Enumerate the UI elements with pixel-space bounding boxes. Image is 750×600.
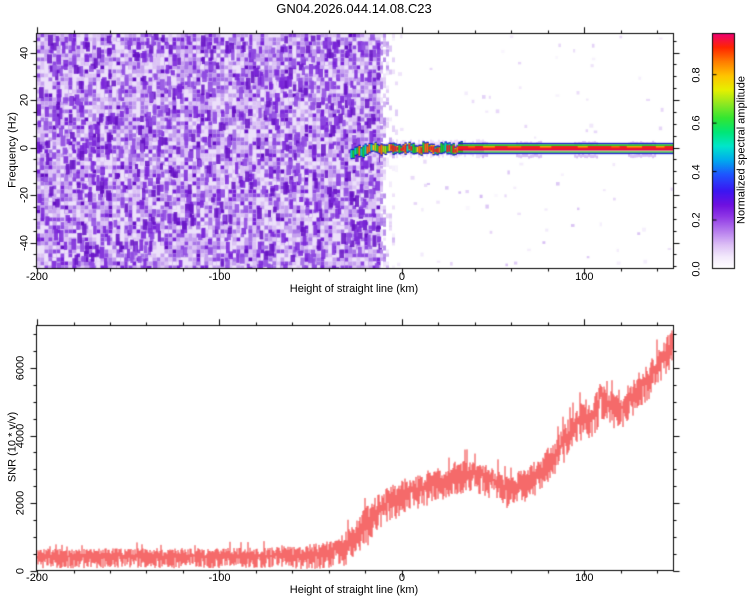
- snr-y-tick-label: 6000: [14, 355, 27, 381]
- snr-y-tick-label: 0: [14, 567, 27, 574]
- spectrogram-x-tick-label: -200: [26, 271, 49, 283]
- spectrogram-y-tick-label: -20: [18, 187, 31, 204]
- colorbar-tick-label: 0.4: [690, 163, 703, 180]
- spectrogram-y-tick-label: -40: [18, 234, 31, 251]
- spectrogram-y-axis-title: Frequency (Hz): [6, 112, 19, 188]
- snr-x-tick-label: -100: [208, 572, 231, 584]
- snr-x-tick-label: -200: [26, 572, 49, 584]
- snr-y-tick-label: 2000: [14, 490, 27, 516]
- spectrogram-x-tick-label: -100: [208, 271, 231, 283]
- spectrogram-y-tick-label: 40: [18, 46, 31, 59]
- chart-title: GN04.2026.044.14.08.C23: [276, 1, 432, 16]
- colorbar-tick-label: 0.8: [690, 67, 703, 83]
- colorbar-tick-label: 0.0: [690, 260, 703, 277]
- snr-x-tick-label: 100: [575, 572, 594, 584]
- spectrogram-y-tick-label: 0: [18, 144, 31, 151]
- colorbar-tick-label: 0.6: [690, 115, 703, 131]
- spectrogram-x-axis-title: Height of straight line (km): [289, 283, 419, 295]
- spectrogram-y-tick-label: 20: [18, 93, 31, 107]
- colorbar-tick-label: 0.2: [690, 212, 703, 228]
- spectrogram-x-tick-label: 100: [575, 271, 594, 283]
- snr-x-tick-label: 0: [398, 572, 405, 584]
- snr-x-axis-title: Height of straight line (km): [289, 584, 419, 596]
- snr-y-tick-label: 4000: [14, 423, 27, 448]
- spectrogram-x-tick-label: 0: [398, 271, 405, 283]
- colorbar-title: Normalized spectral amplitude: [735, 76, 748, 224]
